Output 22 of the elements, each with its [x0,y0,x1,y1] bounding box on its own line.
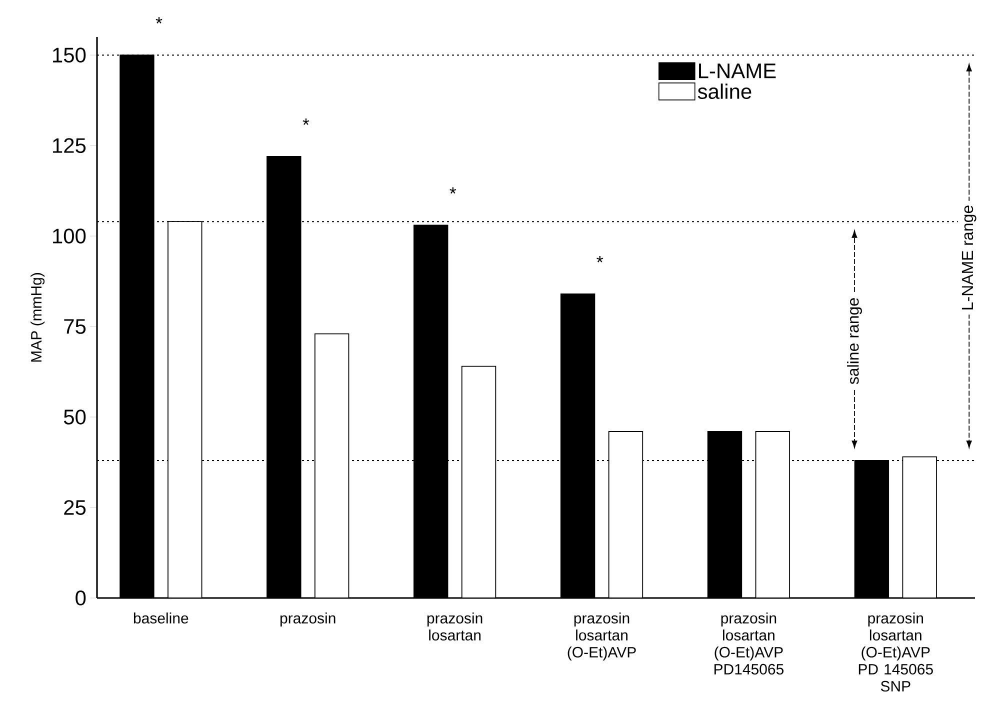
text: * [156,17,162,24]
annotation: * [302,118,310,125]
legend-label: L-NAME [699,64,776,78]
legend-label: saline [698,84,752,99]
x-tick-label: prazosin losartan [427,612,482,641]
y-tick-label: 125 [53,138,86,154]
annotation: * [596,256,604,262]
y-tick-label: 0 [76,590,86,606]
annotation: saline range [847,298,862,384]
y-tick-label: 25 [64,500,86,515]
y-tick-label: 150 [53,48,86,63]
annotation: * [450,187,456,194]
annotation: L-NAME range [962,206,976,310]
y-tick-label: 100 [53,228,86,244]
y-axis-title: MAP (mmHg) [30,273,45,362]
x-tick-label: baseline [134,612,188,624]
x-tick-label: prazosin [280,612,336,626]
x-tick-label: prazosin losartan (O-Et)AVP PD 145065 SNP [858,612,933,692]
x-tick-label: prazosin losartan (O-Et)AVP [568,612,636,660]
x-tick-label: prazosin losartan (O-Et)AVP PD145065 [714,612,784,675]
y-tick-label: 50 [64,410,86,424]
y-tick-label: 75 [64,319,86,334]
